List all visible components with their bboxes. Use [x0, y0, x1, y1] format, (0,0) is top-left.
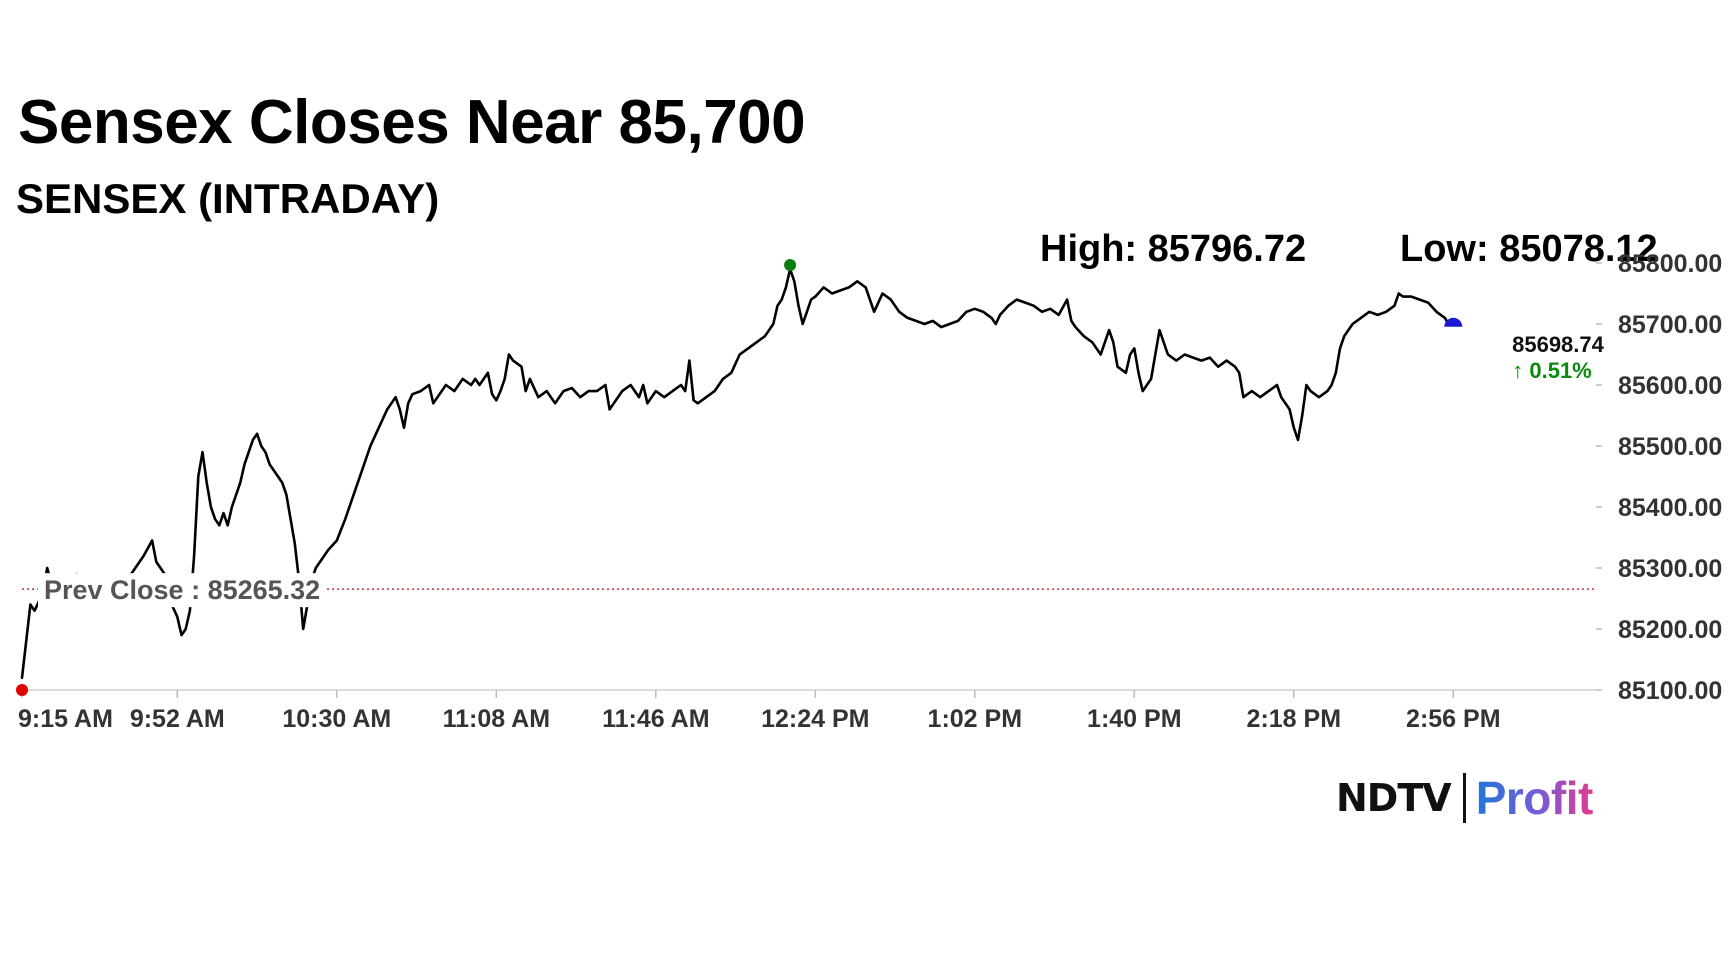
ndtv-profit-logo: NDTV Profit [1336, 770, 1593, 826]
high-marker [784, 259, 797, 272]
day-high-label: High: 85796.72 [1040, 228, 1307, 270]
x-tick-label: 10:30 AM [282, 705, 391, 733]
x-tick-label: 1:40 PM [1087, 705, 1181, 733]
y-tick-label: 85400.00 [1618, 494, 1722, 522]
y-tick-label: 85100.00 [1618, 677, 1722, 705]
y-tick-label: 85300.00 [1618, 555, 1722, 583]
last-value-label: 85698.74 [1512, 332, 1605, 357]
series-line-sensex [20, 267, 1455, 680]
day-low-label: Low: 85078.12 [1400, 228, 1658, 270]
x-tick-label: 2:56 PM [1406, 705, 1500, 733]
x-tick-label: 9:15 AM [18, 705, 113, 733]
logo-divider [1462, 773, 1466, 823]
x-tick-label: 11:46 AM [602, 705, 709, 733]
logo-product-text: Profit [1475, 772, 1594, 824]
x-tick-label: 11:08 AM [443, 705, 550, 733]
y-tick-label: 85600.00 [1618, 372, 1722, 400]
y-tick-label: 85700.00 [1618, 311, 1722, 339]
x-tick-label: 9:52 AM [130, 705, 225, 733]
change-percent-label: ↑ 0.51% [1512, 358, 1592, 383]
open-marker [16, 684, 28, 696]
chart-subtitle: SENSEX (INTRADAY) [16, 175, 440, 222]
prev-close-label-backing [38, 573, 327, 608]
close-marker [1444, 317, 1463, 327]
x-tick-label: 12:24 PM [761, 705, 869, 733]
logo-brand-text: NDTV [1336, 776, 1452, 820]
x-tick-label: 2:18 PM [1247, 705, 1341, 733]
page-title: Sensex Closes Near 85,700 [18, 88, 806, 157]
y-tick-label: 85800.00 [1618, 250, 1722, 278]
prev-close-label: Prev Close : 85265.32 [44, 575, 320, 605]
y-tick-label: 85200.00 [1618, 616, 1722, 644]
x-tick-label: 1:02 PM [928, 705, 1022, 733]
y-tick-label: 85500.00 [1618, 433, 1722, 461]
